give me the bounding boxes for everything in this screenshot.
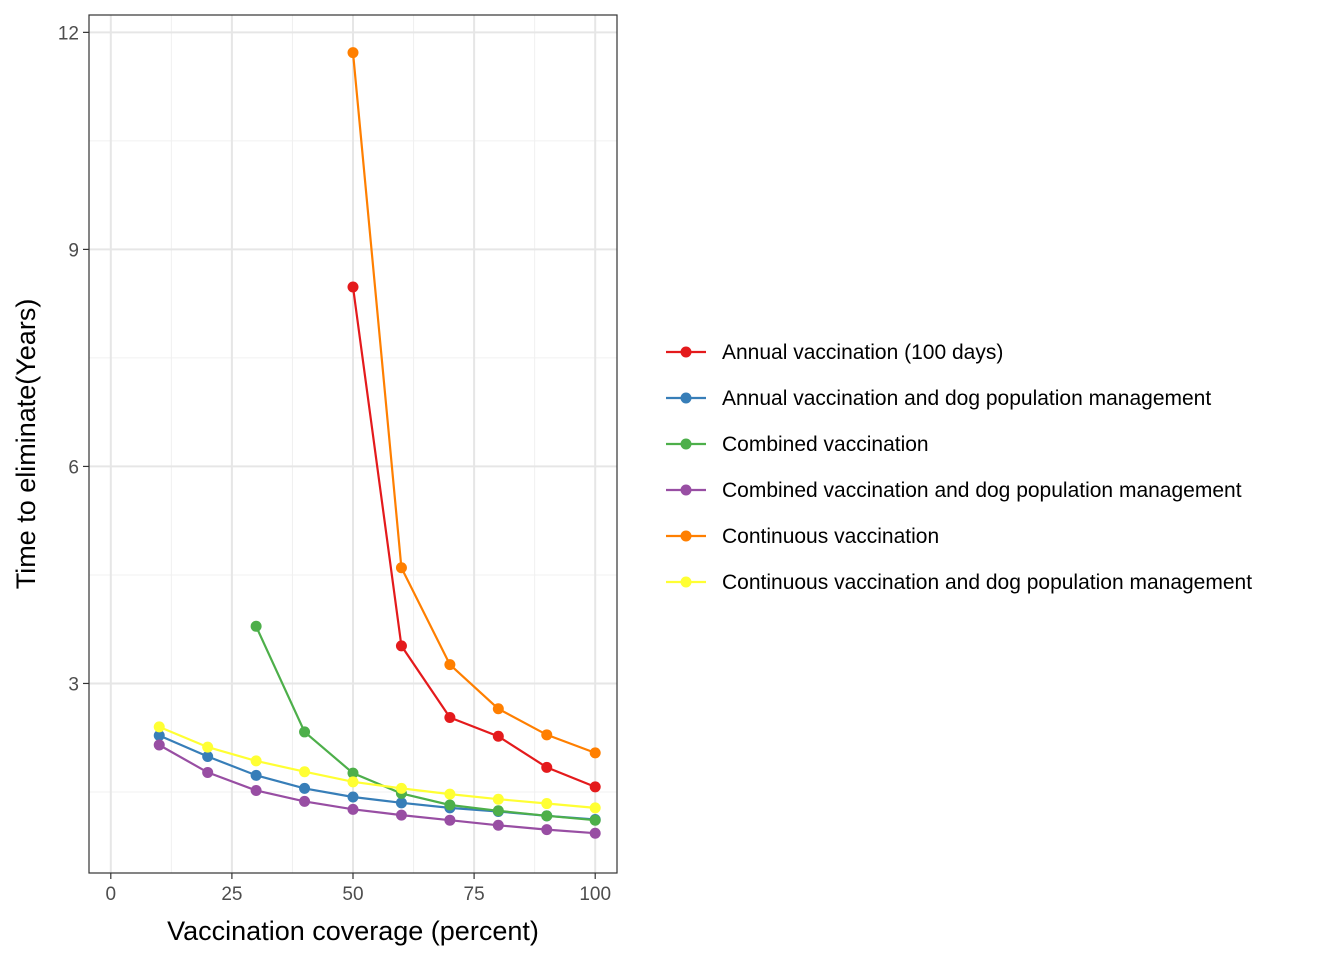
data-point [589, 781, 601, 793]
legend-item: Combined vaccination and dog population … [666, 479, 1242, 502]
series-line [255, 625, 596, 822]
series-line [351, 52, 596, 754]
data-point [589, 747, 601, 759]
x-axis-title: Vaccination coverage (percent) [167, 916, 539, 946]
legend-label: Continuous vaccination and dog populatio… [722, 571, 1252, 594]
data-point [444, 659, 456, 671]
data-point [395, 782, 407, 794]
legend-label: Continuous vaccination [722, 525, 939, 548]
series-line [158, 744, 596, 835]
data-point [250, 769, 262, 781]
legend-key-point [680, 530, 692, 542]
data-point [153, 730, 165, 742]
series-layer [153, 47, 601, 839]
data-point [299, 766, 311, 778]
data-point [444, 814, 456, 826]
data-point [347, 47, 359, 59]
data-point [492, 793, 504, 805]
series-4 [153, 739, 601, 839]
series-1 [347, 281, 601, 793]
legend-label: Annual vaccination (100 days) [722, 341, 1003, 364]
series-line [351, 286, 596, 788]
x-tick-label: 75 [464, 884, 485, 905]
legend-item: Annual vaccination and dog population ma… [666, 387, 1211, 410]
legend-label: Annual vaccination and dog population ma… [722, 387, 1211, 410]
legend-item: Continuous vaccination and dog populatio… [666, 571, 1252, 594]
data-point [444, 799, 456, 811]
data-point [541, 729, 553, 741]
data-point [492, 805, 504, 817]
legend-key-point [680, 392, 692, 404]
y-tick-label: 3 [68, 674, 79, 695]
legend-label: Combined vaccination [722, 433, 929, 456]
legend-key-point [680, 576, 692, 588]
data-point [202, 766, 214, 778]
data-point [395, 809, 407, 821]
data-point [589, 814, 601, 826]
data-point [395, 562, 407, 574]
data-point [347, 281, 359, 293]
data-point [347, 776, 359, 788]
data-point [153, 721, 165, 733]
data-point [299, 795, 311, 807]
data-point [347, 803, 359, 815]
data-point [444, 711, 456, 723]
x-tick-label: 0 [106, 884, 117, 905]
series-3 [250, 620, 601, 826]
data-point [492, 730, 504, 742]
data-point [541, 798, 553, 810]
x-tick-label: 50 [342, 884, 363, 905]
legend-item: Continuous vaccination [666, 525, 939, 548]
data-point [589, 802, 601, 814]
y-tick-label: 12 [58, 23, 79, 44]
grid-lines [89, 15, 617, 873]
data-point [492, 703, 504, 715]
x-tick-label: 100 [579, 884, 611, 905]
axis-ticks: 0 25 50 75 100 3 6 9 12 [58, 23, 611, 905]
legend-item: Annual vaccination (100 days) [666, 341, 1003, 364]
legend-key-point [680, 484, 692, 496]
data-point [202, 751, 214, 763]
data-point [153, 739, 165, 751]
x-tick-label: 25 [221, 884, 242, 905]
data-point [492, 819, 504, 831]
data-point [347, 791, 359, 803]
data-point [395, 640, 407, 652]
series-line [158, 725, 596, 809]
data-point [347, 767, 359, 779]
data-point [299, 726, 311, 738]
y-axis-title: Time to eliminate(Years) [11, 299, 41, 590]
data-point [589, 827, 601, 839]
data-point [299, 782, 311, 794]
y-tick-label: 6 [68, 457, 79, 478]
data-point [250, 755, 262, 767]
legend-key-point [680, 346, 692, 358]
legend: Annual vaccination (100 days) Annual vacc… [666, 341, 1252, 594]
legend-label: Combined vaccination and dog population … [722, 479, 1242, 502]
data-point [250, 620, 262, 632]
y-tick-label: 9 [68, 240, 79, 261]
data-point [395, 797, 407, 809]
data-point [541, 824, 553, 836]
data-point [444, 788, 456, 800]
series-6 [153, 721, 601, 814]
data-point [202, 741, 214, 753]
series-5 [347, 47, 601, 759]
data-point [541, 810, 553, 822]
data-point [250, 785, 262, 797]
legend-item: Combined vaccination [666, 433, 929, 456]
data-point [541, 761, 553, 773]
legend-key-point [680, 438, 692, 450]
